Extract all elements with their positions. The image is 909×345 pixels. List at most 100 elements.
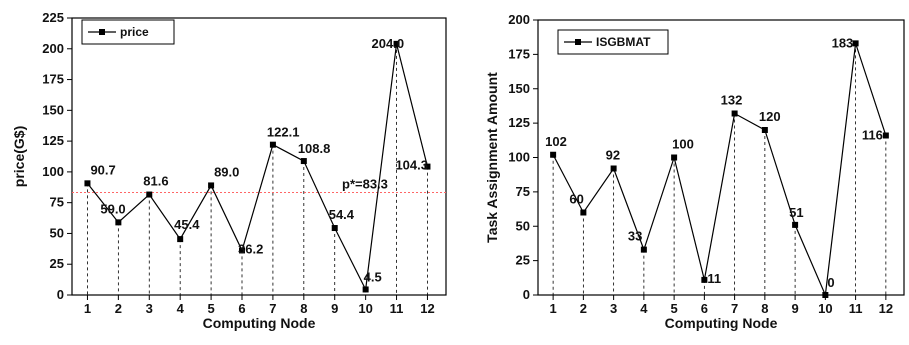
data-point <box>115 219 122 226</box>
data-label: 59.0 <box>100 201 125 216</box>
data-label: 36.2 <box>238 241 263 256</box>
x-tick-label: 8 <box>761 301 768 316</box>
series-line <box>86 43 429 292</box>
data-point <box>640 246 647 253</box>
x-tick-label: 11 <box>849 301 863 316</box>
data-point <box>731 110 738 117</box>
data-point <box>761 127 768 133</box>
y-tick-label: 100 <box>508 150 530 165</box>
data-point <box>300 158 307 165</box>
y-tick-label: 175 <box>508 46 530 61</box>
y-tick-label: 125 <box>42 133 64 148</box>
y-axis-title: Task Assignment Amount <box>484 72 500 243</box>
data-point <box>208 182 215 189</box>
y-tick-label: 75 <box>50 195 64 210</box>
data-label: 54.4 <box>329 207 355 222</box>
data-point <box>701 276 708 283</box>
reference-line-label: p*=83.3 <box>342 176 388 191</box>
y-tick-label: 25 <box>516 253 530 268</box>
legend-marker <box>99 29 105 35</box>
x-tick-label: 7 <box>269 301 276 316</box>
y-tick-label: 150 <box>42 102 64 117</box>
y-tick-label: 150 <box>508 81 530 96</box>
x-tick-label: 10 <box>358 301 372 316</box>
data-label: 81.6 <box>143 174 168 189</box>
data-label: 45.4 <box>174 217 200 232</box>
plot-frame <box>537 19 905 296</box>
data-point <box>822 292 829 298</box>
x-tick-label: 6 <box>701 301 708 316</box>
y-tick-label: 50 <box>50 225 64 240</box>
data-point <box>580 209 587 216</box>
x-tick-label: 4 <box>640 301 648 316</box>
x-axis-title: Computing Node <box>203 315 316 331</box>
y-tick-label: 50 <box>516 218 530 233</box>
data-label: 108.8 <box>298 141 331 156</box>
data-point <box>362 286 369 293</box>
y-tick-label: 0 <box>523 287 530 302</box>
data-label: 90.7 <box>90 162 115 177</box>
y-tick-label: 200 <box>508 12 530 27</box>
data-point <box>852 40 859 47</box>
data-label: 116 <box>862 128 883 143</box>
y-tick-label: 175 <box>42 72 64 87</box>
data-label: 132 <box>721 93 743 108</box>
x-tick-label: 7 <box>731 301 738 316</box>
data-label: 60 <box>569 192 583 207</box>
data-label: 122.1 <box>267 125 300 140</box>
x-axis-title: Computing Node <box>665 315 778 331</box>
data-point <box>177 236 184 243</box>
y-tick-label: 100 <box>42 164 64 179</box>
data-label: 204.0 <box>372 36 405 51</box>
data-label: 92 <box>606 148 620 163</box>
x-tick-label: 1 <box>550 301 557 316</box>
x-tick-label: 12 <box>879 301 893 316</box>
legend-label: ISGBMAT <box>596 35 651 49</box>
x-tick-label: 6 <box>238 301 245 316</box>
y-tick-label: 75 <box>516 184 530 199</box>
y-tick-label: 25 <box>50 256 64 271</box>
x-tick-label: 1 <box>84 301 91 316</box>
data-point <box>146 191 153 198</box>
data-point <box>671 154 678 161</box>
data-label: 100 <box>672 137 694 152</box>
data-label: 120 <box>759 109 781 124</box>
x-tick-label: 9 <box>791 301 798 316</box>
x-tick-label: 8 <box>300 301 307 316</box>
series-line <box>552 43 887 298</box>
data-point <box>269 141 276 148</box>
x-tick-label: 3 <box>146 301 153 316</box>
y-tick-label: 125 <box>508 115 530 130</box>
data-label: 51 <box>789 205 803 220</box>
x-tick-label: 11 <box>390 301 404 316</box>
data-point <box>84 180 91 187</box>
data-point <box>239 247 245 254</box>
x-tick-label: 4 <box>177 301 185 316</box>
data-point <box>550 151 557 158</box>
data-label: 33 <box>628 229 642 244</box>
x-tick-label: 2 <box>580 301 587 316</box>
legend-marker <box>575 39 581 45</box>
plot-frame <box>71 17 447 296</box>
data-label: 0 <box>827 275 834 290</box>
x-tick-label: 10 <box>818 301 832 316</box>
y-tick-label: 0 <box>57 287 64 302</box>
x-tick-label: 2 <box>115 301 122 316</box>
x-tick-label: 9 <box>331 301 338 316</box>
data-point <box>610 165 617 172</box>
data-point <box>424 163 431 170</box>
data-point <box>882 132 889 139</box>
data-point <box>792 221 799 228</box>
x-tick-label: 3 <box>610 301 617 316</box>
data-label: 104.3 <box>395 158 428 173</box>
legend-label: price <box>120 25 149 39</box>
y-tick-label: 200 <box>42 41 64 56</box>
data-label: 11 <box>707 271 721 286</box>
data-label: 4.5 <box>364 269 382 284</box>
x-tick-label: 5 <box>670 301 677 316</box>
y-tick-label: 225 <box>42 10 64 25</box>
data-label: 89.0 <box>214 164 239 179</box>
